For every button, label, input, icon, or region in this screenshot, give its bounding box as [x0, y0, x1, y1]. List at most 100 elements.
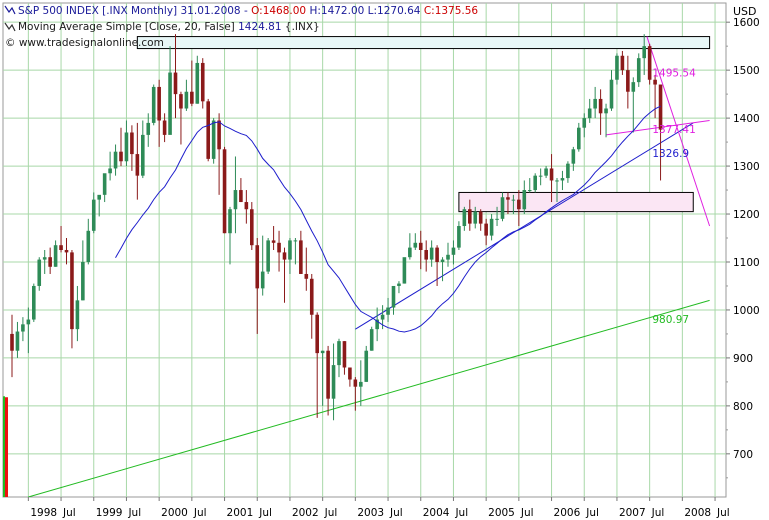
candle-body-85: [473, 211, 478, 224]
candle-body-94: [522, 190, 527, 210]
candle-body-91: [506, 197, 510, 200]
candle-body-33: [190, 91, 194, 104]
x-tick-label-12: 2004: [423, 507, 450, 519]
x-tick-label-2: 1999: [96, 507, 123, 519]
y-tick-label-800: 800: [733, 401, 753, 413]
candle-body-28: [162, 120, 167, 135]
header-symbol: S&P 500 INDEX [.INX Monthly] 31.01.2008 …: [18, 5, 251, 17]
candle-body-57: [320, 350, 325, 354]
candle-body-72: [402, 257, 407, 284]
grid: [3, 3, 726, 497]
volume-markers: [3, 396, 8, 497]
candle-body-86: [478, 211, 483, 224]
blue-trendline: [355, 122, 694, 330]
candle-body-50: [282, 252, 287, 260]
volume-marker-red: [5, 397, 8, 497]
annotation-1377.41: 1377.41: [652, 124, 695, 136]
candle-body-49: [277, 242, 281, 253]
candle-body-7: [48, 257, 52, 267]
plot-frame: [2, 2, 727, 498]
candle-body-109: [604, 108, 608, 114]
candle-body-70: [391, 285, 396, 308]
x-tick-label-7: Jul: [258, 507, 272, 519]
candle-body-24: [141, 134, 145, 176]
header-legend: S&P 500 INDEX [.INX Monthly] 31.01.2008 …: [4, 5, 478, 49]
candle-body-77: [429, 247, 434, 260]
candle-body-75: [418, 242, 423, 250]
candle-body-21: [124, 132, 129, 162]
candle-body-68: [380, 314, 385, 320]
candle-body-104: [577, 127, 581, 150]
candle-body-113: [626, 70, 630, 92]
candle-body-67: [375, 319, 379, 330]
candle-body-101: [560, 178, 565, 181]
candle-body-73: [408, 247, 412, 258]
magenta-descending-line: [646, 36, 711, 227]
candle-body-66: [369, 329, 374, 351]
candle-body-51: [288, 240, 292, 260]
candle-body-107: [593, 98, 597, 109]
candle-body-90: [500, 197, 505, 219]
x-tick-label-18: 2007: [619, 507, 646, 519]
y-tick-label-1600: 1600: [733, 17, 760, 29]
header-ma-suffix: {.INX}: [282, 21, 320, 33]
candle-body-16: [97, 194, 101, 200]
x-axis: 1998 Jul 1999 Jul 2000 Jul 2001 Jul 2002 Jul 2003 J…: [27, 497, 730, 519]
header-ma-value: 1424.81: [238, 21, 281, 33]
candle-body-99: [549, 168, 554, 181]
x-tick-label-4: 2000: [161, 507, 188, 519]
annotation-1326.9: 1326.9: [652, 148, 689, 160]
annotations: 1495.54 1377.41 1326.9 980.97: [652, 67, 696, 326]
x-tick-label-3: Jul: [127, 507, 141, 519]
candle-body-52: [293, 240, 298, 242]
header-line-1: S&P 500 INDEX [.INX Monthly] 31.01.2008 …: [18, 5, 478, 17]
candle-body-46: [260, 271, 265, 289]
candle-body-60: [337, 341, 341, 366]
candle-body-59: [331, 365, 336, 399]
x-tick-label-5: Jul: [193, 507, 207, 519]
series-icon: [4, 5, 16, 15]
header-line-3: © www.tradesignalonline.com: [5, 37, 164, 49]
candle-body-12: [75, 300, 80, 330]
x-tick-label-17: Jul: [585, 507, 599, 519]
candle-body-78: [435, 247, 439, 262]
candle-body-1: [15, 331, 20, 351]
candle-body-42: [239, 190, 243, 203]
y-tick-label-700: 700: [733, 449, 753, 461]
candle-body-88: [489, 218, 494, 236]
annotation-1495.54: 1495.54: [652, 67, 696, 79]
candle-body-38: [217, 120, 221, 150]
candle-body-98: [544, 168, 548, 176]
candle-body-48: [271, 240, 276, 243]
candle-body-89: [495, 218, 499, 220]
candle-body-20: [119, 151, 123, 162]
y-axis: 700 800 900 1000 1100 1200 1300 1400 1500 1600: [726, 17, 760, 479]
candle-body-84: [468, 209, 472, 224]
candle-body-15: [91, 199, 96, 231]
candle-body-115: [636, 58, 641, 83]
candle-body-106: [587, 108, 592, 119]
candle-body-29: [168, 72, 172, 135]
header-open: O:1468.00: [251, 5, 306, 17]
candle-body-40: [228, 209, 232, 234]
candle-body-79: [440, 259, 445, 262]
x-tick-label-6: 2001: [227, 507, 254, 519]
candle-body-118: [653, 79, 657, 85]
x-tick-label-13: Jul: [454, 507, 468, 519]
candle-body-116: [642, 46, 646, 59]
trendlines: [28, 36, 711, 497]
candle-body-61: [342, 341, 347, 368]
candle-body-9: [59, 245, 63, 250]
ma-icon: [4, 22, 16, 32]
candle-body-95: [527, 190, 532, 192]
candle-body-117: [647, 46, 652, 80]
candle-body-58: [326, 350, 330, 399]
moving-average-line: [115, 105, 661, 333]
candle-body-103: [571, 149, 576, 164]
candle-body-6: [42, 257, 47, 260]
candle-body-26: [151, 86, 156, 123]
candle-body-23: [135, 154, 140, 176]
annotation-980.97: 980.97: [652, 314, 689, 326]
candle-body-10: [64, 250, 69, 253]
